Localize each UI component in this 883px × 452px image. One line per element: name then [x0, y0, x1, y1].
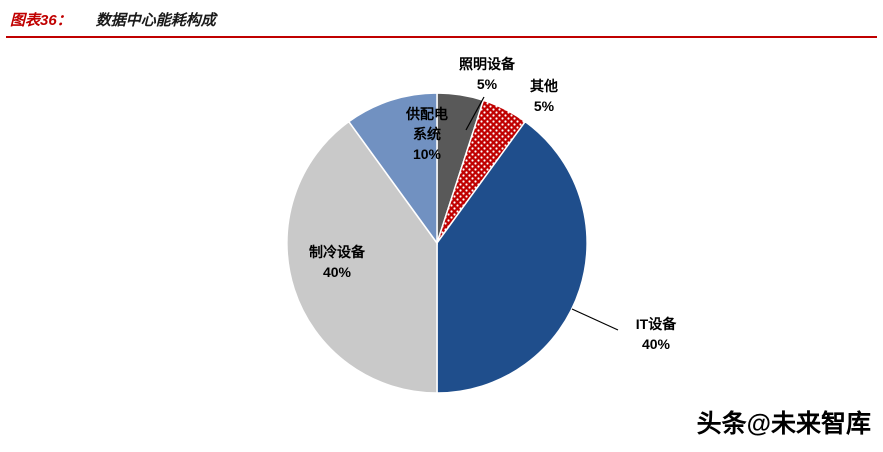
label-lighting: 照明设备 5% — [447, 54, 527, 94]
label-other: 其他 5% — [512, 76, 576, 116]
label-it-name: IT设备 — [635, 316, 677, 332]
pie-slice-power — [347, 92, 438, 246]
figure-header: 图表36： 数据中心能耗构成 — [10, 9, 216, 30]
label-power-value: 10% — [412, 146, 442, 162]
label-other-value: 5% — [533, 98, 555, 114]
figure-number: 图表36： — [10, 12, 72, 29]
figure-title: 数据中心能耗构成 — [95, 12, 216, 29]
label-lighting-name: 照明设备 — [459, 56, 515, 72]
label-it-value: 40% — [641, 336, 671, 352]
label-lighting-value: 5% — [476, 76, 498, 92]
label-power-name-1: 供配电 — [406, 106, 448, 122]
label-cooling: 制冷设备 40% — [285, 242, 389, 282]
label-cooling-name: 制冷设备 — [309, 244, 365, 260]
label-it: IT设备 40% — [618, 314, 694, 354]
pie-slices-group — [286, 92, 588, 394]
label-other-name: 其他 — [530, 78, 558, 94]
label-power-name-2: 系统 — [413, 126, 441, 142]
watermark-text: 头条@未来智库 — [696, 410, 871, 438]
leader-line-lighting — [465, 96, 485, 131]
label-power: 供配电 系统 10% — [390, 104, 464, 164]
pie-slice-it — [436, 120, 588, 394]
header-divider — [6, 36, 877, 38]
label-cooling-value: 40% — [322, 264, 352, 280]
leader-line-it — [571, 308, 619, 331]
pie-slice-cooling — [286, 120, 438, 394]
